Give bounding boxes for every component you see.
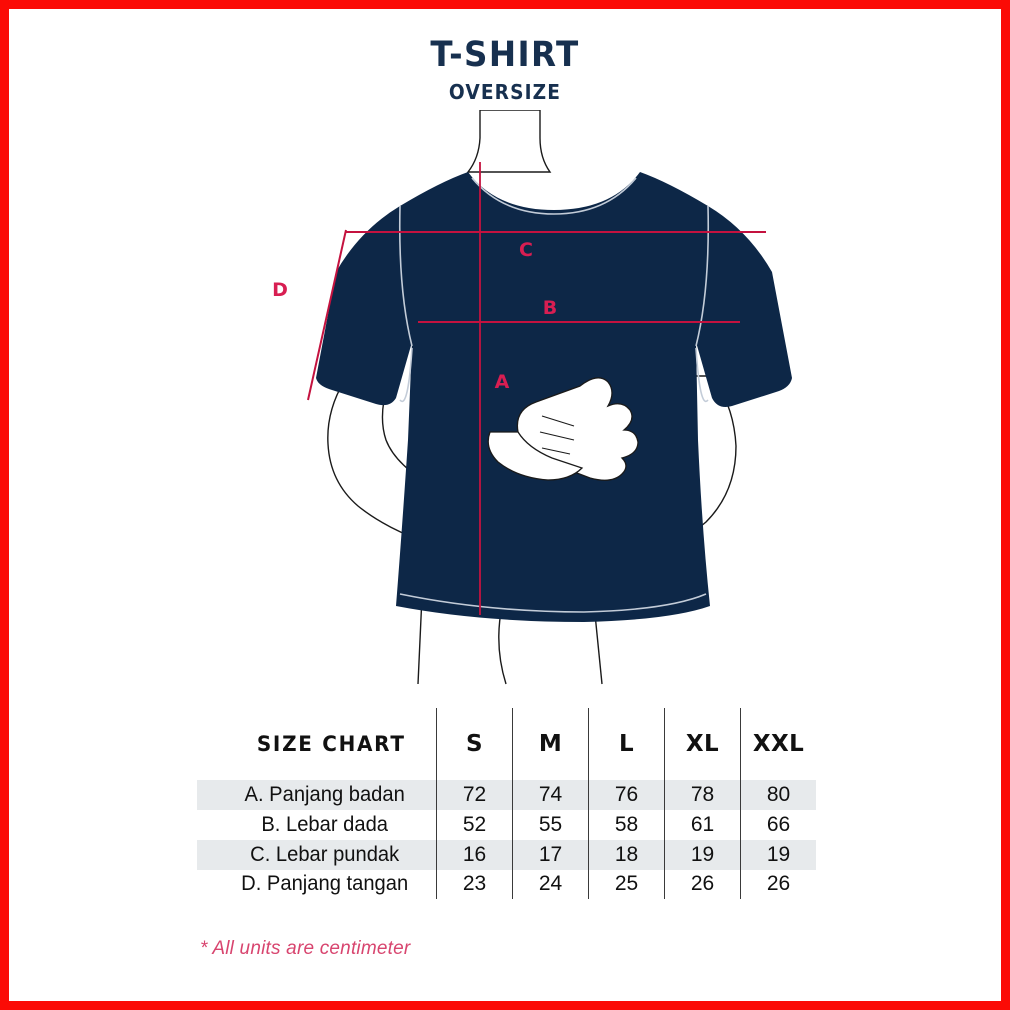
cell-d-s: 23 bbox=[436, 869, 513, 899]
column-header-xl: XL bbox=[664, 708, 741, 780]
cell-a-m: 74 bbox=[512, 779, 589, 810]
column-header-s: S bbox=[436, 708, 513, 780]
page-title: T-SHIRT bbox=[430, 35, 580, 75]
model-hands bbox=[487, 377, 639, 481]
measure-line-d bbox=[307, 229, 347, 401]
cell-a-s: 72 bbox=[436, 779, 513, 810]
border-left bbox=[0, 0, 9, 1010]
tshirt-illustration: C B A D bbox=[150, 110, 860, 690]
cell-a-l: 76 bbox=[588, 779, 665, 810]
table-header-row: SIZE CHART S M L XL XXL bbox=[197, 708, 816, 780]
border-right bbox=[1001, 0, 1010, 1010]
column-header-m: M bbox=[512, 708, 589, 780]
measure-label-b: B bbox=[543, 297, 557, 319]
cell-b-l: 58 bbox=[588, 809, 665, 840]
cell-d-xl: 26 bbox=[664, 869, 741, 899]
row-label-d: D. Panjang tangan bbox=[240, 872, 408, 896]
column-header-l: L bbox=[588, 708, 665, 780]
cell-d-xxl: 26 bbox=[740, 869, 816, 899]
cell-c-xxl: 19 bbox=[740, 839, 816, 870]
cell-a-xl: 78 bbox=[664, 779, 741, 810]
size-chart-table: SIZE CHART S M L XL XXL A. Panjang badan… bbox=[196, 707, 817, 900]
measure-label-a: A bbox=[495, 371, 510, 393]
measure-labels: C B A D bbox=[272, 239, 557, 393]
cell-c-s: 16 bbox=[436, 839, 513, 870]
cell-d-l: 25 bbox=[588, 869, 665, 899]
title-block: T-SHIRT OVERSIZE bbox=[0, 35, 1010, 104]
measure-lines bbox=[307, 162, 766, 615]
page-subtitle: OVERSIZE bbox=[448, 80, 562, 104]
border-top bbox=[0, 0, 1010, 9]
column-header-xxl: XXL bbox=[740, 708, 816, 780]
units-footnote: * All units are centimeter bbox=[200, 938, 411, 959]
size-chart-table-wrap: SIZE CHART S M L XL XXL A. Panjang badan… bbox=[196, 707, 817, 900]
cell-a-xxl: 80 bbox=[740, 779, 816, 810]
row-label-c: C. Lebar pundak bbox=[249, 842, 399, 866]
cell-c-m: 17 bbox=[512, 839, 589, 870]
border-bottom bbox=[0, 1001, 1010, 1010]
cell-c-l: 18 bbox=[588, 839, 665, 870]
cell-c-xl: 19 bbox=[664, 839, 741, 870]
row-label-b: B. Lebar dada bbox=[260, 812, 388, 836]
cell-b-m: 55 bbox=[512, 809, 589, 840]
cell-d-m: 24 bbox=[512, 869, 589, 899]
row-label-a: A. Panjang badan bbox=[244, 782, 405, 806]
measure-label-c: C bbox=[519, 239, 533, 261]
table-row: B. Lebar dada 52 55 58 61 66 bbox=[197, 809, 816, 840]
size-chart-heading: SIZE CHART bbox=[256, 731, 406, 756]
cell-b-s: 52 bbox=[436, 809, 513, 840]
table-row: D. Panjang tangan 23 24 25 26 26 bbox=[197, 869, 816, 899]
cell-b-xl: 61 bbox=[664, 809, 741, 840]
table-row: C. Lebar pundak 16 17 18 19 19 bbox=[197, 839, 816, 870]
table-row: A. Panjang badan 72 74 76 78 80 bbox=[197, 779, 816, 810]
cell-b-xxl: 66 bbox=[740, 809, 816, 840]
measure-label-d: D bbox=[272, 279, 288, 301]
